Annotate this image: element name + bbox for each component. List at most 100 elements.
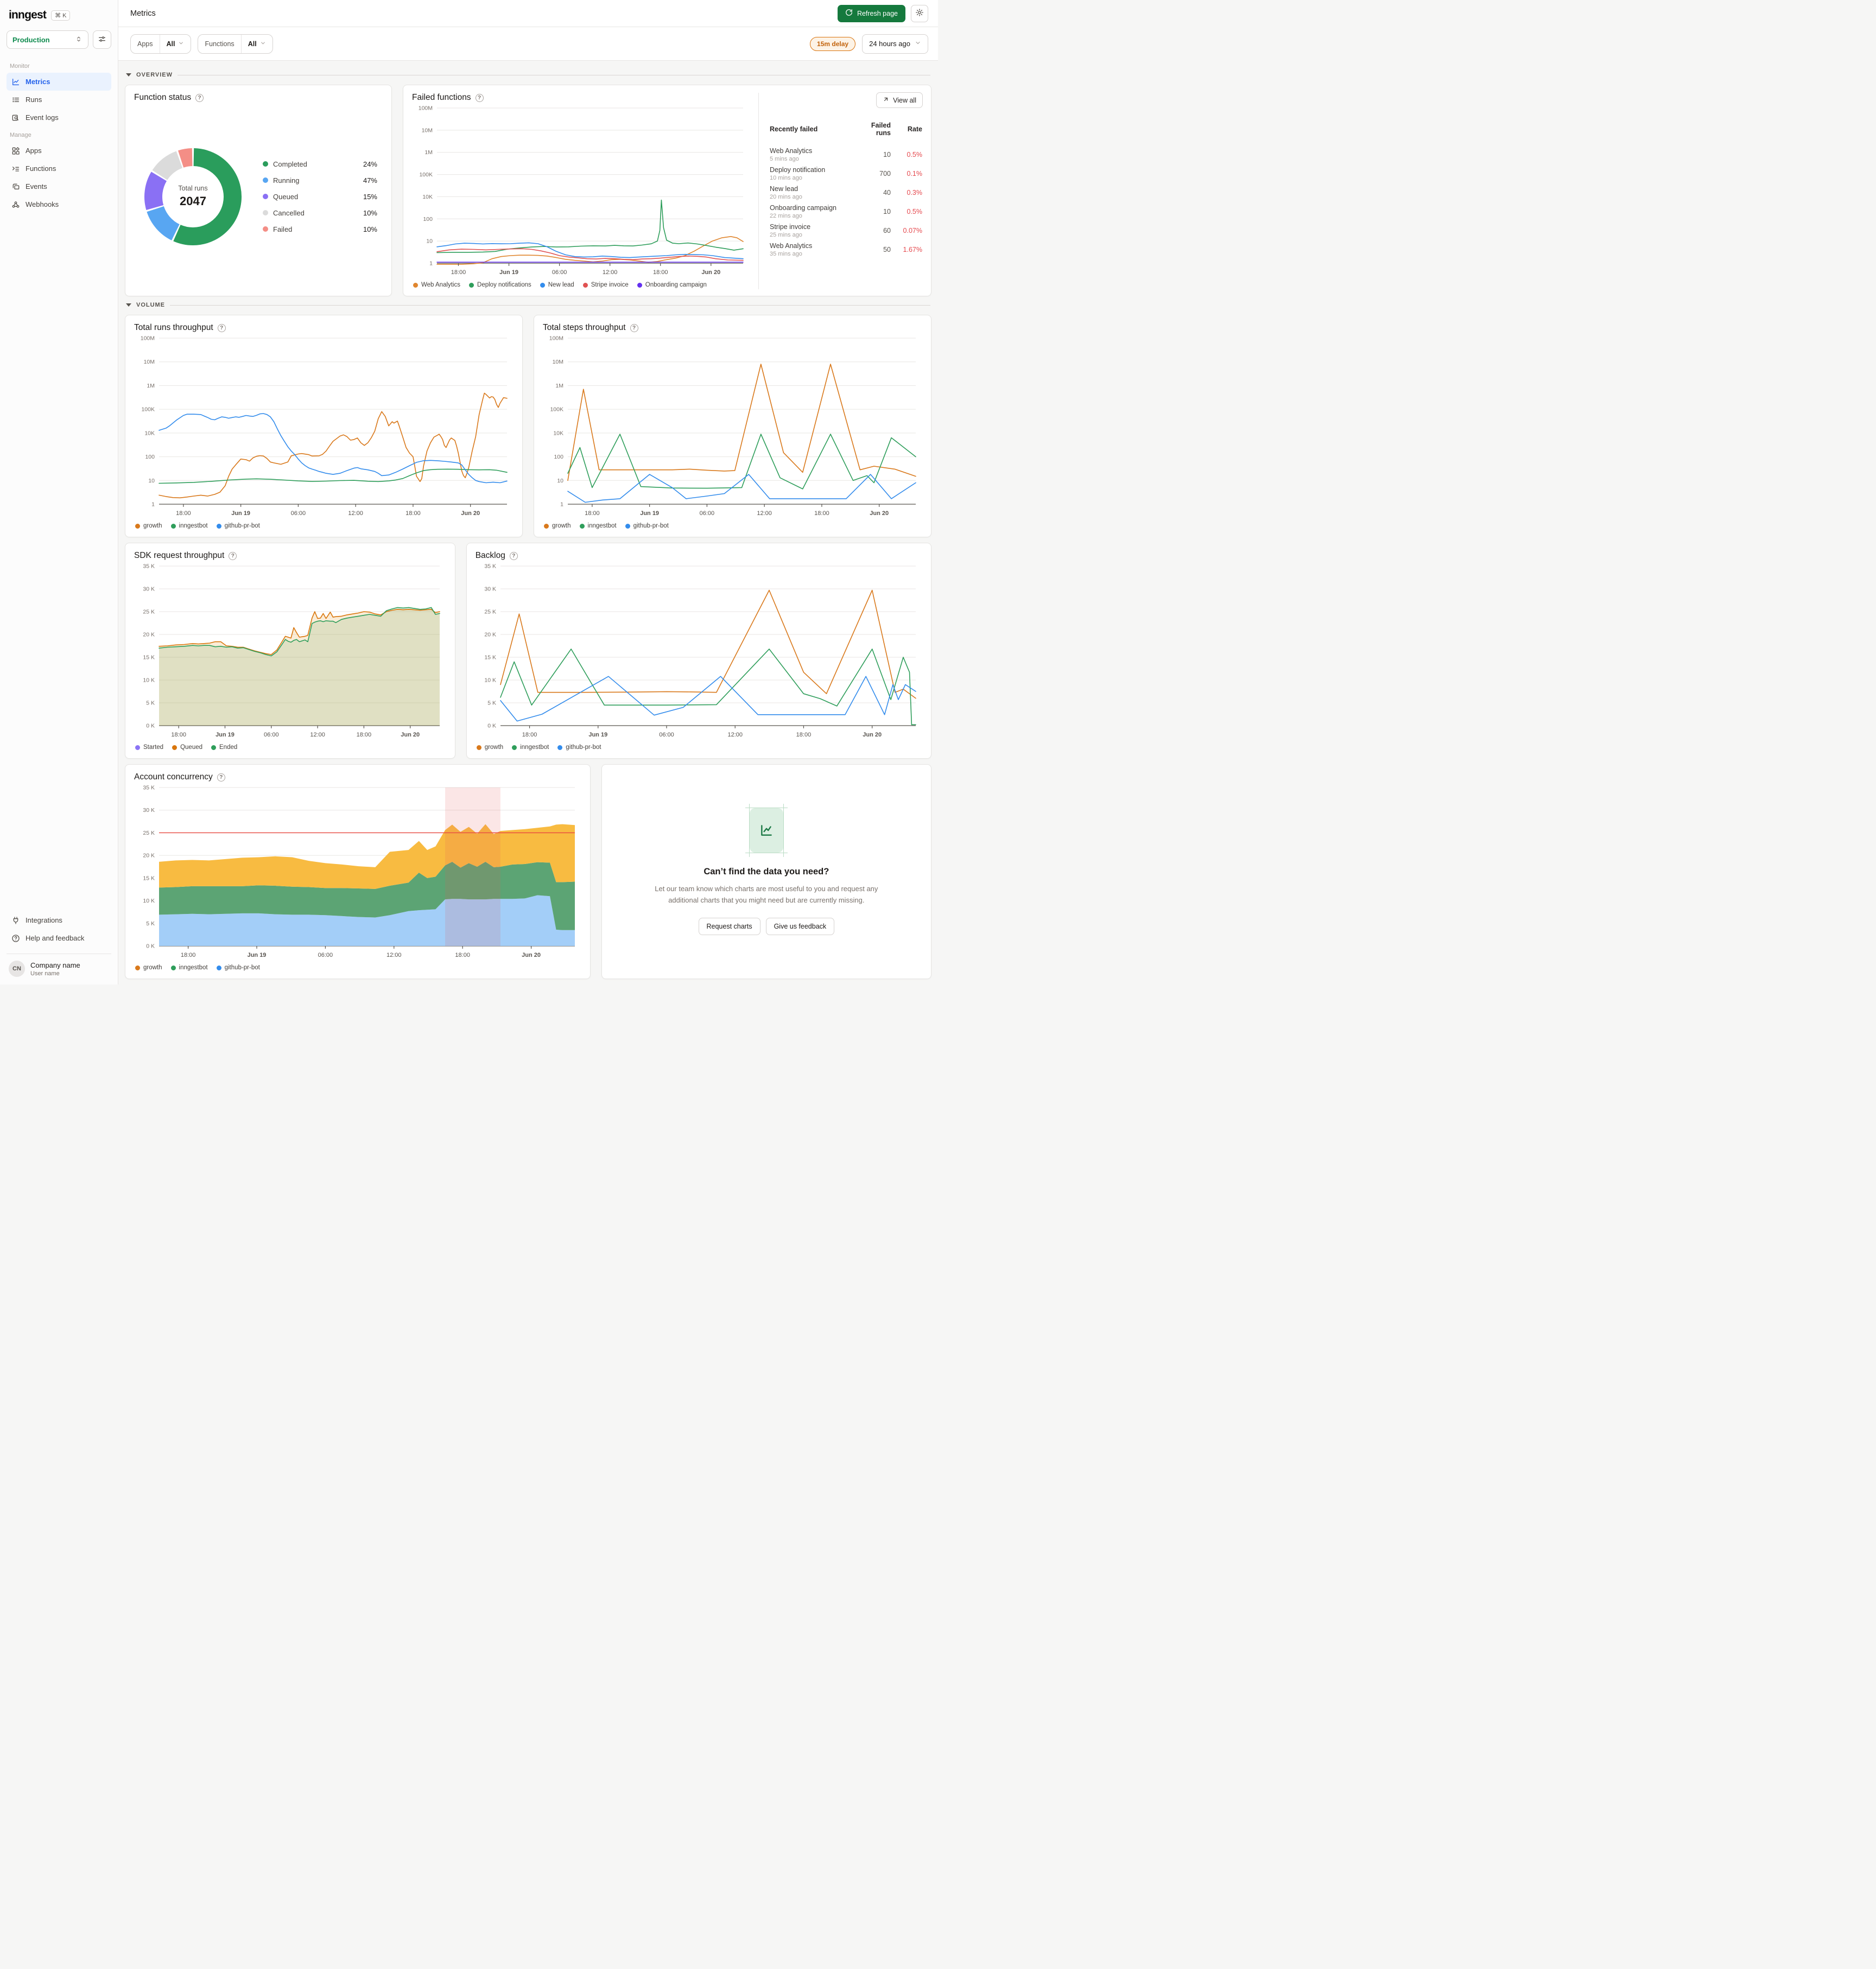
refresh-page-button[interactable]: Refresh page xyxy=(837,4,905,22)
table-row[interactable]: Deploy notification 10 mins ago 700 0.1% xyxy=(770,166,922,181)
apps-filter[interactable]: Apps All xyxy=(130,34,192,54)
status-legend-row: Running 47% xyxy=(263,176,377,185)
legend-item: Onboarding campaign xyxy=(637,282,707,288)
sidebar-item-events[interactable]: Events xyxy=(7,177,111,195)
svg-text:06:00: 06:00 xyxy=(700,510,715,517)
total-runs-throughput-card: Total runs throughput 100M10M1M100K10K10… xyxy=(125,315,523,537)
functions-filter[interactable]: Functions All xyxy=(198,34,273,54)
svg-text:20 K: 20 K xyxy=(143,853,155,859)
sidebar-item-runs[interactable]: Runs xyxy=(7,91,111,109)
failed-functions-chart-legend: Web Analytics Deploy notifications New lea… xyxy=(412,277,750,289)
help-icon[interactable] xyxy=(229,551,237,560)
legend-label: inngestbot xyxy=(587,523,617,529)
legend-dot-icon xyxy=(469,282,474,288)
card-title: Account concurrency xyxy=(134,772,213,782)
total-steps-chart-legend: growth inngestbot github-pr-bot xyxy=(543,518,922,530)
volume-section-header[interactable]: VOLUME xyxy=(126,302,930,308)
refresh-icon xyxy=(845,9,853,18)
status-label: Running xyxy=(273,176,300,185)
svg-text:15 K: 15 K xyxy=(143,655,155,661)
legend-label: growth xyxy=(552,523,571,529)
svg-text:100K: 100K xyxy=(550,406,563,413)
svg-text:10 K: 10 K xyxy=(143,898,155,904)
failed-rate: 0.5% xyxy=(907,207,923,215)
legend-label: growth xyxy=(143,523,162,529)
table-row[interactable]: Web Analytics 35 mins ago 50 1.67% xyxy=(770,242,922,257)
status-label: Failed xyxy=(273,225,293,233)
overview-section-header[interactable]: OVERVIEW xyxy=(126,72,930,78)
sidebar-item-label: Functions xyxy=(26,164,56,173)
windows-icon xyxy=(11,182,20,191)
time-range-select[interactable]: 24 hours ago xyxy=(862,34,928,54)
table-row[interactable]: Stripe invoice 25 mins ago 60 0.07% xyxy=(770,223,922,238)
svg-text:20 K: 20 K xyxy=(143,632,155,638)
svg-text:10 K: 10 K xyxy=(143,677,155,684)
collapse-triangle-icon xyxy=(126,303,131,307)
function-status-donut: Total runs 2047 xyxy=(137,141,249,252)
svg-text:06:00: 06:00 xyxy=(659,732,674,738)
failed-rate: 0.5% xyxy=(907,150,923,158)
legend-label: Stripe invoice xyxy=(591,282,629,288)
table-header: Recently failed xyxy=(770,125,818,133)
legend-item: growth xyxy=(135,964,162,971)
sidebar-item-integrations[interactable]: Integrations xyxy=(7,911,111,929)
svg-text:12:00: 12:00 xyxy=(386,952,402,958)
give-feedback-button[interactable]: Give us feedback xyxy=(765,917,835,935)
account-menu[interactable]: CN Company name User name xyxy=(7,954,111,978)
help-icon[interactable] xyxy=(217,773,225,782)
table-row[interactable]: New lead 20 mins ago 40 0.3% xyxy=(770,185,922,200)
failed-function-time: 10 mins ago xyxy=(770,174,802,181)
total-runs-chart-legend: growth inngestbot github-pr-bot xyxy=(134,518,514,530)
help-icon[interactable] xyxy=(509,551,518,560)
sidebar-item-metrics[interactable]: Metrics xyxy=(7,73,111,91)
sidebar-item-event-logs[interactable]: Event logs xyxy=(7,109,111,126)
svg-text:30 K: 30 K xyxy=(143,586,155,593)
arrow-up-right-icon xyxy=(883,96,889,104)
status-percent: 10% xyxy=(363,225,377,233)
request-charts-button[interactable]: Request charts xyxy=(698,917,760,935)
page-title: Metrics xyxy=(130,9,156,18)
sidebar-item-functions[interactable]: Functions xyxy=(7,160,111,177)
legend-item: github-pr-bot xyxy=(216,964,260,971)
help-icon[interactable] xyxy=(217,323,226,332)
svg-text:Jun 20: Jun 20 xyxy=(701,269,720,276)
legend-label: inngestbot xyxy=(179,964,208,971)
help-icon[interactable] xyxy=(630,323,638,332)
legend-label: inngestbot xyxy=(520,744,549,751)
legend-dot-icon xyxy=(263,194,268,199)
svg-text:12:00: 12:00 xyxy=(348,510,363,517)
svg-text:35 K: 35 K xyxy=(484,563,496,570)
legend-item: github-pr-bot xyxy=(557,744,601,751)
sidebar-item-help[interactable]: Help and feedback xyxy=(7,929,111,947)
table-row[interactable]: Web Analytics 5 mins ago 10 0.5% xyxy=(770,147,922,162)
help-icon[interactable] xyxy=(195,93,204,102)
company-name: Company name xyxy=(30,961,80,969)
legend-item: growth xyxy=(476,744,504,751)
legend-label: growth xyxy=(484,744,504,751)
svg-text:15 K: 15 K xyxy=(484,655,496,661)
svg-text:18:00: 18:00 xyxy=(455,952,470,958)
failed-rate: 0.07% xyxy=(903,226,922,234)
sidebar-item-label: Integrations xyxy=(26,916,62,924)
table-header: Rate xyxy=(907,125,922,133)
sidebar-item-webhooks[interactable]: Webhooks xyxy=(7,195,111,213)
sidebar-item-apps[interactable]: Apps xyxy=(7,142,111,160)
svg-text:06:00: 06:00 xyxy=(264,732,279,738)
legend-label: Queued xyxy=(180,744,203,751)
settings-button[interactable] xyxy=(911,4,928,22)
legend-dot-icon xyxy=(544,523,549,529)
table-row[interactable]: Onboarding campaign 22 mins ago 10 0.5% xyxy=(770,204,922,219)
sidebar-item-label: Help and feedback xyxy=(26,934,85,942)
environment-select[interactable]: Production xyxy=(7,30,88,49)
failed-rate: 0.1% xyxy=(907,169,923,177)
cta-title: Can’t find the data you need? xyxy=(704,867,829,877)
help-icon[interactable] xyxy=(475,93,484,102)
view-all-button[interactable]: View all xyxy=(876,92,923,108)
logo-row: inngest ⌘ K xyxy=(7,8,111,30)
legend-dot-icon xyxy=(263,177,268,183)
command-k-shortcut-badge[interactable]: ⌘ K xyxy=(51,10,71,21)
environment-filter-button[interactable] xyxy=(93,30,111,49)
account-concurrency-chart-legend: growth inngestbot github-pr-bot xyxy=(134,960,581,972)
legend-dot-icon xyxy=(263,226,268,232)
svg-text:06:00: 06:00 xyxy=(318,952,333,958)
